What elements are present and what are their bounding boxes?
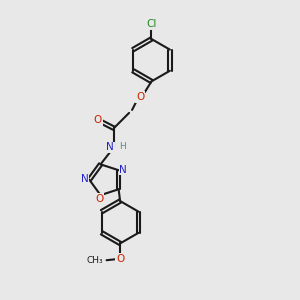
- Text: Cl: Cl: [146, 19, 157, 29]
- Text: O: O: [94, 115, 102, 125]
- Text: N: N: [106, 142, 114, 152]
- Text: CH₃: CH₃: [86, 256, 103, 265]
- Text: N: N: [119, 165, 127, 175]
- Text: H: H: [119, 142, 125, 151]
- Text: O: O: [95, 194, 103, 204]
- Text: N: N: [81, 174, 88, 184]
- Text: O: O: [116, 254, 124, 264]
- Text: O: O: [136, 92, 144, 102]
